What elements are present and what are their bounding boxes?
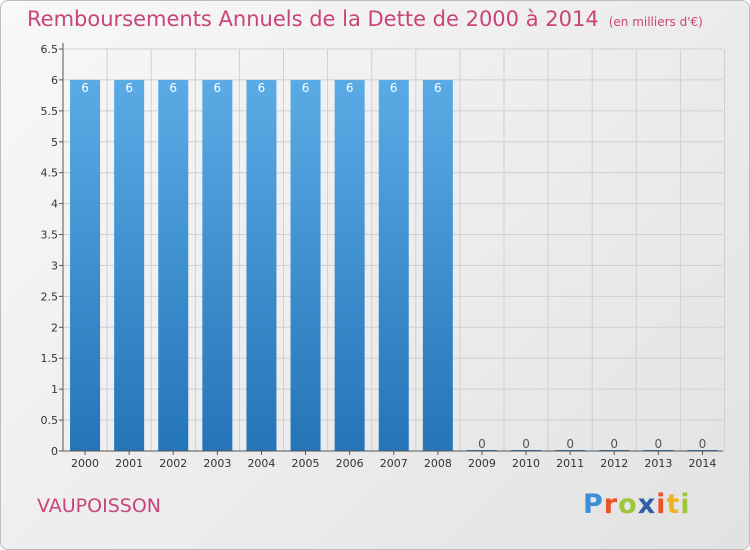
unit-label: (en milliers d'€) [608,15,703,29]
x-tick-label: 2000 [71,457,99,470]
bar [246,79,277,451]
data-label: 0 [655,437,663,451]
y-tick-label: 4.5 [41,167,59,180]
y-tick-label: 2 [51,321,58,334]
data-label: 6 [125,81,133,95]
y-tick-label: 5 [51,136,58,149]
bar [378,79,409,451]
logo-letter: x [637,489,657,520]
x-tick-label: 2005 [292,457,320,470]
x-tick-label: 2009 [468,457,496,470]
x-tick-label: 2012 [600,457,628,470]
data-label: 6 [302,81,310,95]
x-tick-label: 2011 [556,457,584,470]
y-tick-label: 0 [51,445,58,458]
data-label: 0 [522,437,530,451]
bars [70,79,718,451]
data-label: 6 [81,81,89,95]
data-label: 0 [610,437,618,451]
x-tick-label: 2001 [115,457,143,470]
data-label: 0 [478,437,486,451]
logo-letter: i [656,489,667,520]
logo-letter: o [618,489,638,520]
commune-name: VAUPOISSON [37,495,161,517]
data-label: 6 [390,81,398,95]
y-tick-label: 4 [51,198,58,211]
x-tick-label: 2014 [688,457,716,470]
data-label: 6 [346,81,354,95]
y-tick-label: 3 [51,259,58,272]
chart-title: Remboursements Annuels de la Dette de 20… [27,7,599,31]
y-tick-label: 2.5 [41,290,59,303]
y-tick-label: 5.5 [41,105,59,118]
logo-letter: P [583,489,604,520]
logo-letter: t [666,489,681,520]
x-tick-label: 2008 [424,457,452,470]
bar [422,79,453,451]
data-label: 0 [566,437,574,451]
data-label: 6 [214,81,222,95]
x-tick-label: 2007 [380,457,408,470]
x-tick-label: 2002 [159,457,187,470]
bar [114,79,145,451]
y-tick-label: 6 [51,74,58,87]
bar [334,79,365,451]
y-tick-label: 1.5 [41,352,59,365]
data-label: 0 [699,437,707,451]
x-tick-label: 2003 [203,457,231,470]
x-tick-label: 2010 [512,457,540,470]
x-tick-label: 2004 [247,457,275,470]
y-tick-label: 3.5 [41,229,59,242]
data-label: 6 [169,81,177,95]
data-label: 6 [258,81,266,95]
bar [202,79,233,451]
axes [59,43,723,455]
x-tick-label: 2013 [644,457,672,470]
bar [70,79,101,451]
labels: 0 0.5 1 1.5 2 2.5 3 3.5 4 4.5 5 5.5 6 6.5 6 2000 6 2001 6 2… [41,43,717,470]
y-tick-label: 6.5 [41,43,59,56]
logo-letter: r [603,489,619,520]
data-label: 6 [434,81,442,95]
bar [290,79,321,451]
logo-letter: i [680,489,691,520]
proxiti-logo: Proxiti [583,489,691,520]
chart-title-block: Remboursements Annuels de la Dette de 20… [27,7,703,31]
bar [158,79,189,451]
y-tick-label: 0.5 [41,414,59,427]
y-tick-label: 1 [51,383,58,396]
x-tick-label: 2006 [336,457,364,470]
